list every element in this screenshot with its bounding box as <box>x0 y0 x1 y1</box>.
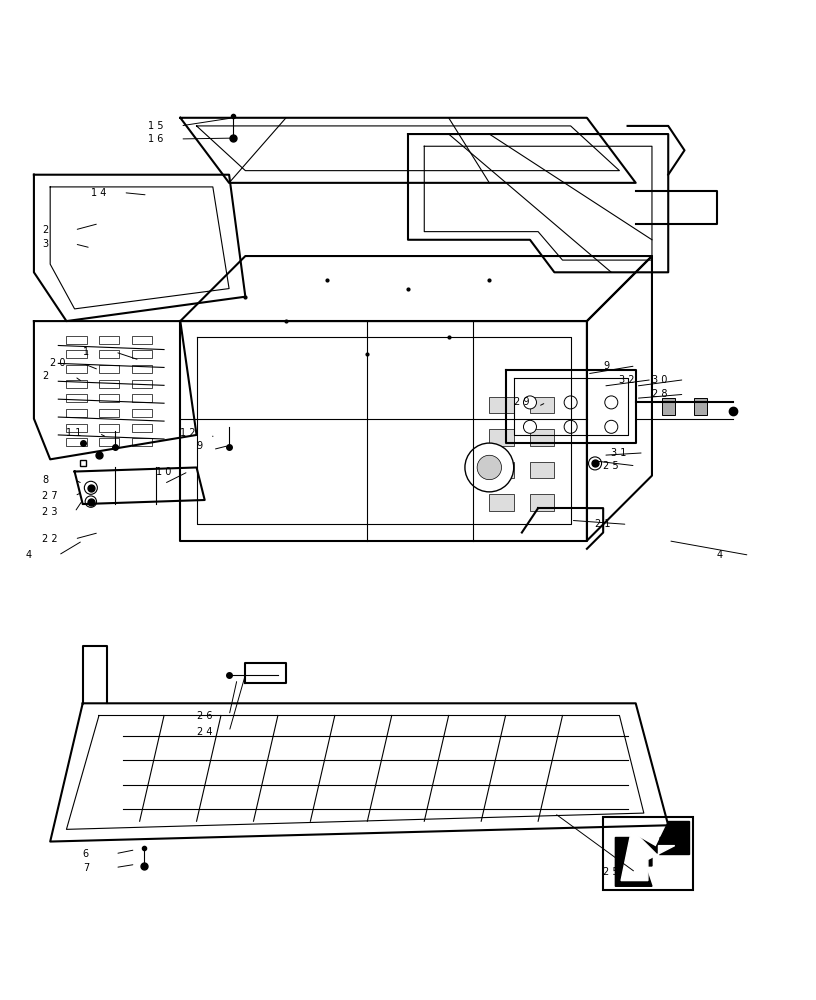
Text: 1 2: 1 2 <box>180 428 196 438</box>
Circle shape <box>477 455 502 480</box>
Bar <box>131 394 152 402</box>
Circle shape <box>605 420 618 433</box>
Bar <box>66 424 86 432</box>
Text: 2 5: 2 5 <box>603 867 619 877</box>
Text: 7: 7 <box>82 863 89 873</box>
Bar <box>131 438 152 446</box>
Text: 2 7: 2 7 <box>42 491 58 501</box>
Bar <box>99 394 119 402</box>
Bar <box>131 365 152 373</box>
Text: 4: 4 <box>26 550 32 560</box>
Bar <box>66 438 86 446</box>
Bar <box>66 380 86 388</box>
Bar <box>131 350 152 358</box>
Text: 4: 4 <box>717 550 723 560</box>
Text: 2 1: 2 1 <box>595 519 610 529</box>
Circle shape <box>605 396 618 409</box>
Bar <box>530 494 554 511</box>
Bar <box>99 424 119 432</box>
Bar <box>66 394 86 402</box>
Text: 3 2: 3 2 <box>619 375 635 385</box>
Bar <box>66 409 86 417</box>
Circle shape <box>564 396 577 409</box>
Text: 2 2: 2 2 <box>42 534 58 544</box>
Bar <box>66 350 86 358</box>
Text: 2: 2 <box>42 371 48 381</box>
Circle shape <box>524 420 536 433</box>
Text: 3 1: 3 1 <box>611 448 627 458</box>
Text: 1 5: 1 5 <box>148 121 163 131</box>
Text: 6: 6 <box>82 849 89 859</box>
Bar <box>131 380 152 388</box>
Text: 2 0: 2 0 <box>50 358 65 368</box>
Text: 2 9: 2 9 <box>514 397 530 407</box>
Bar <box>99 365 119 373</box>
Polygon shape <box>628 833 681 866</box>
Text: 2 3: 2 3 <box>42 507 58 517</box>
Bar <box>99 409 119 417</box>
Text: 1: 1 <box>82 347 89 357</box>
Bar <box>66 365 86 373</box>
Text: 1 6: 1 6 <box>148 134 163 144</box>
Bar <box>131 336 152 344</box>
Polygon shape <box>615 837 652 886</box>
Bar <box>694 398 707 415</box>
Polygon shape <box>621 829 675 881</box>
Circle shape <box>85 496 96 507</box>
Bar <box>603 817 693 890</box>
Circle shape <box>564 420 577 433</box>
Bar <box>490 429 514 446</box>
Bar <box>490 397 514 413</box>
Text: 1 1: 1 1 <box>66 428 82 438</box>
Text: 2 6: 2 6 <box>197 711 212 721</box>
Bar <box>662 398 675 415</box>
Bar <box>131 409 152 417</box>
Bar <box>99 380 119 388</box>
Text: 3 0: 3 0 <box>652 375 667 385</box>
Text: 2 4: 2 4 <box>197 727 212 737</box>
Bar <box>530 462 554 478</box>
Bar <box>530 429 554 446</box>
Bar <box>490 494 514 511</box>
Text: 9: 9 <box>603 361 610 371</box>
Text: 2 5: 2 5 <box>603 461 619 471</box>
Text: 1 0: 1 0 <box>156 467 171 477</box>
Polygon shape <box>652 821 689 854</box>
Circle shape <box>588 457 601 470</box>
Text: 2: 2 <box>42 225 48 235</box>
Circle shape <box>465 443 514 492</box>
Bar <box>530 397 554 413</box>
Circle shape <box>84 481 97 494</box>
Text: 3: 3 <box>42 239 48 249</box>
Text: 1 4: 1 4 <box>91 188 106 198</box>
Text: 8: 8 <box>42 475 48 485</box>
Bar <box>99 350 119 358</box>
Text: 2 8: 2 8 <box>652 389 667 399</box>
Bar <box>99 336 119 344</box>
Bar <box>66 336 86 344</box>
Circle shape <box>524 396 536 409</box>
Bar <box>131 424 152 432</box>
Bar <box>99 438 119 446</box>
Text: 9: 9 <box>197 441 202 451</box>
Bar <box>490 462 514 478</box>
